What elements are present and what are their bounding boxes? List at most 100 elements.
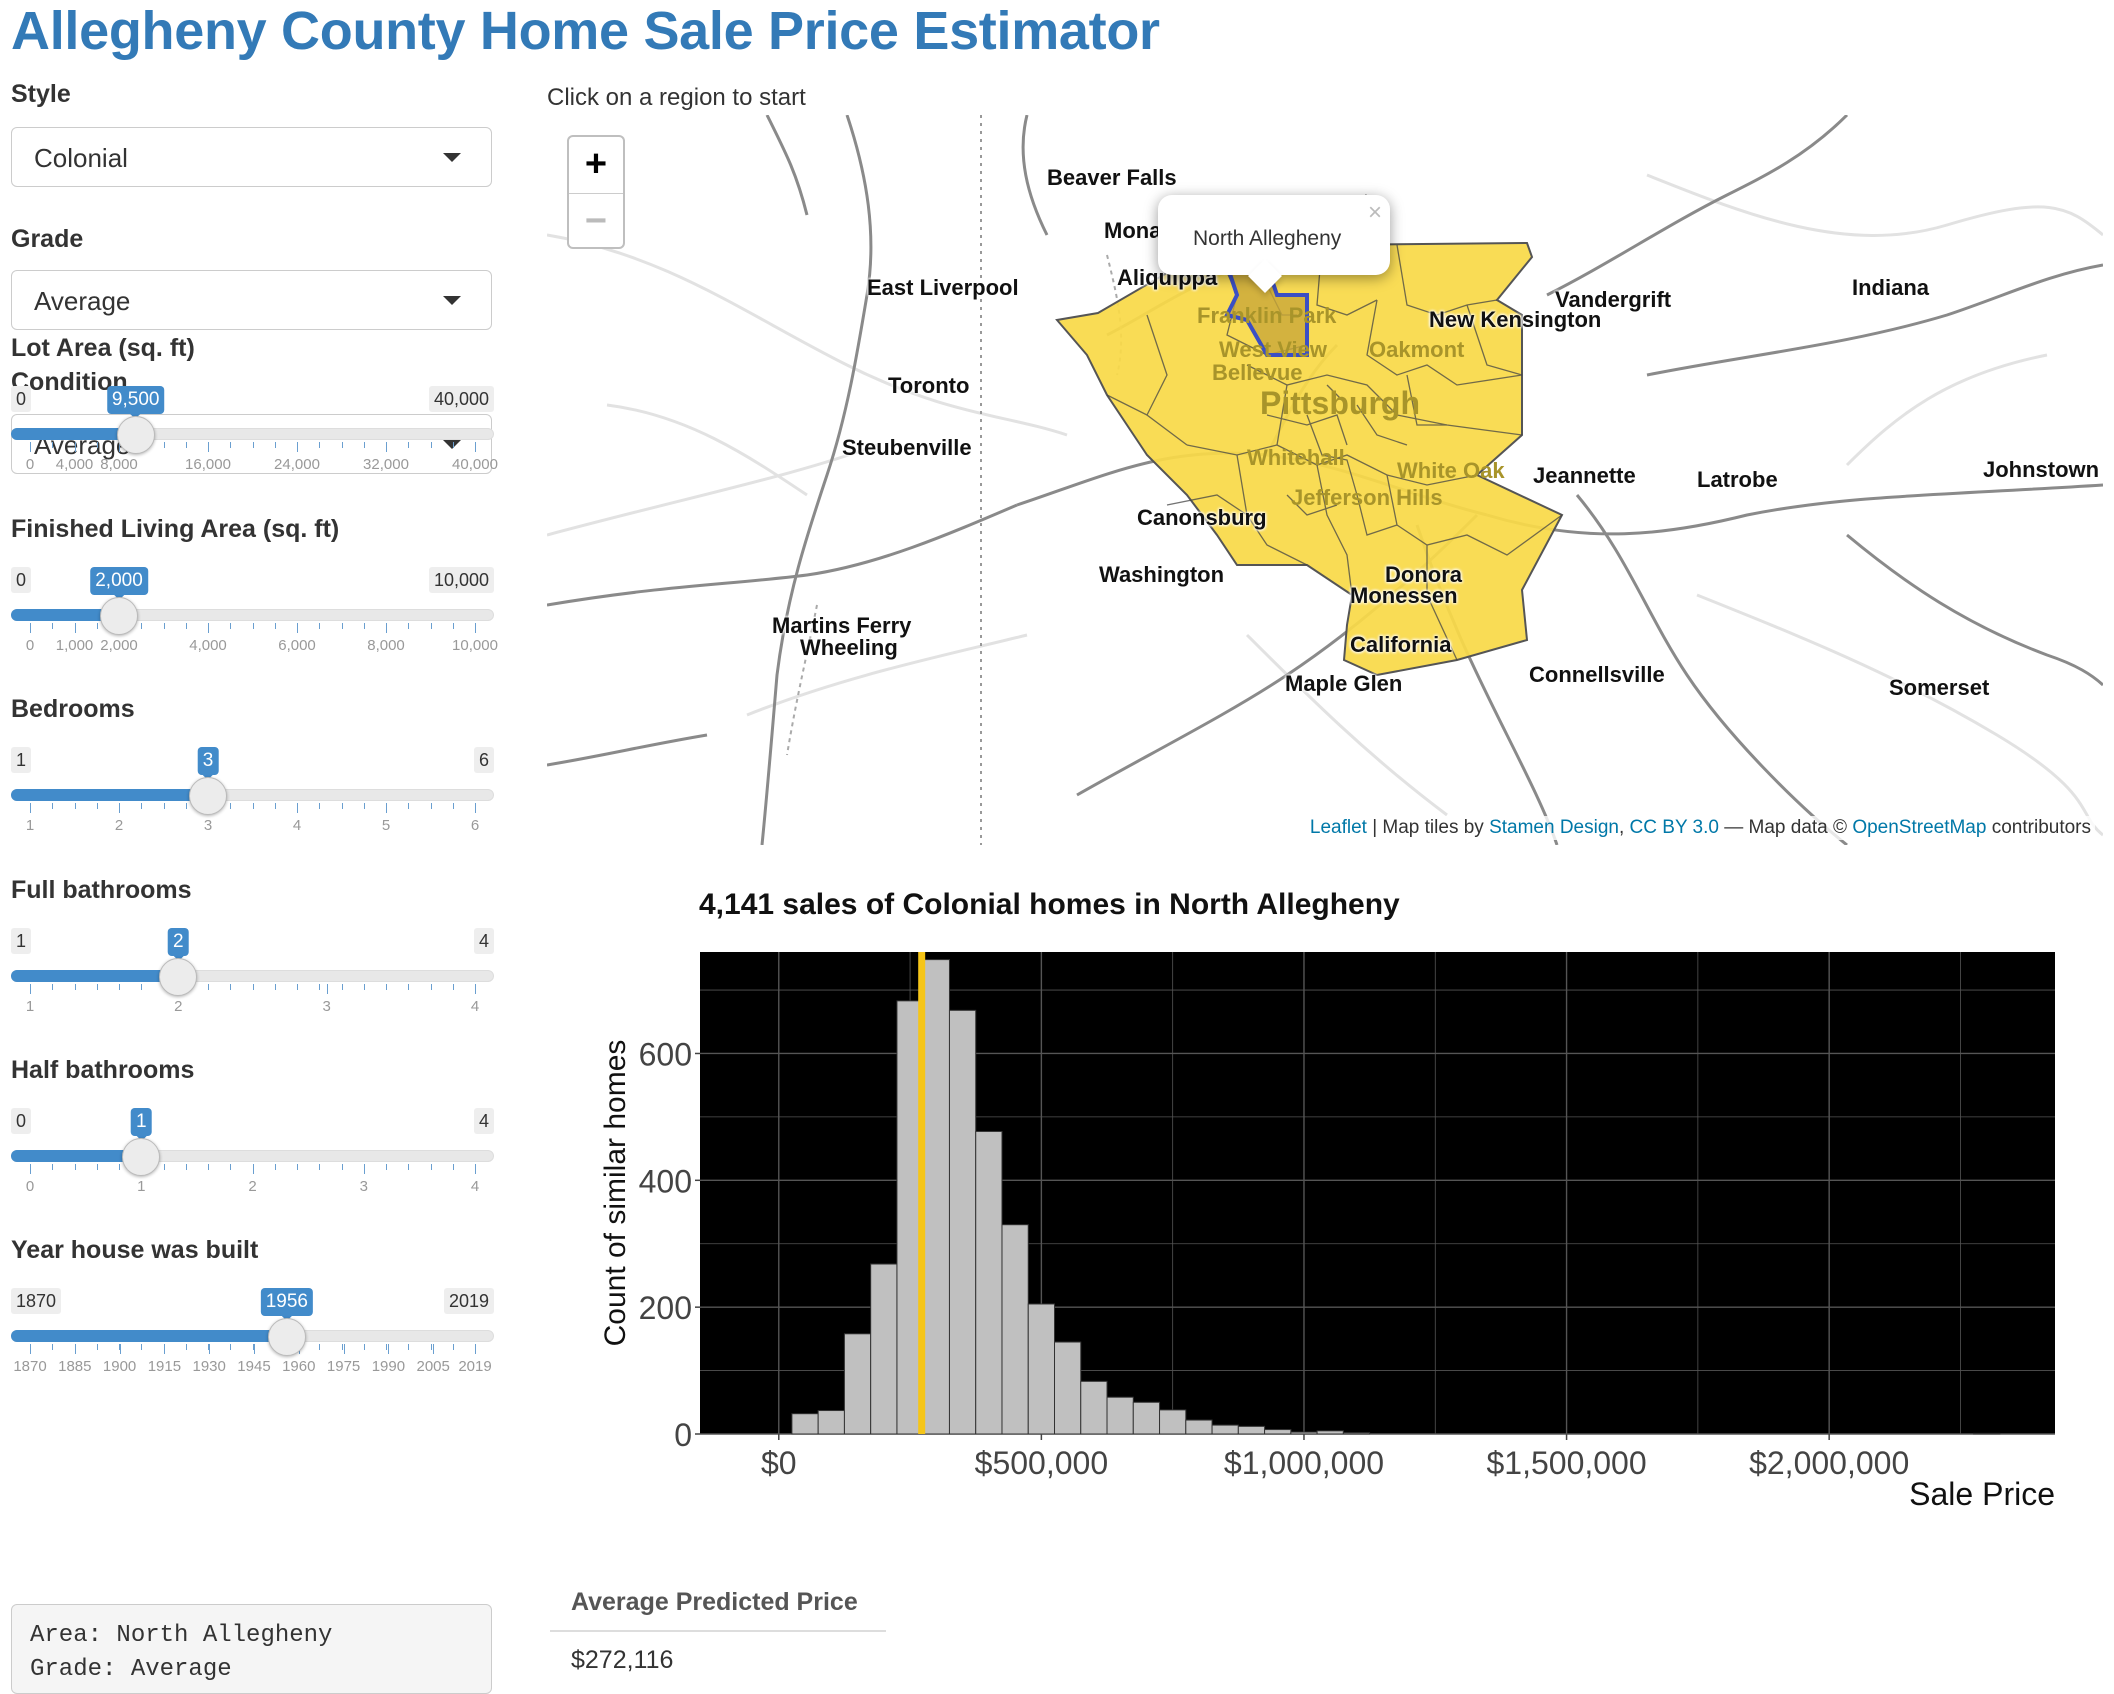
slider-minor-tick [297, 803, 298, 809]
slider-minor-tick [386, 442, 387, 448]
map-highway [765, 115, 809, 216]
close-icon[interactable]: × [1367, 199, 1382, 226]
predicted-price-value: $272,116 [571, 1646, 674, 1674]
slider-minor-tick [475, 442, 476, 448]
map-city-label: Washington [1099, 562, 1225, 587]
chevron-down-icon [443, 440, 461, 449]
slider-minor-tick [363, 1344, 365, 1350]
map-city-label: New Kensington [1429, 307, 1602, 332]
slider-minor-tick [119, 1344, 120, 1350]
slider-tick [253, 1344, 255, 1354]
slider-fill [11, 609, 119, 621]
map-region-label: West View [1219, 337, 1328, 362]
slider-handle[interactable] [100, 597, 138, 635]
slider-handle[interactable] [267, 1318, 306, 1356]
slider-max-label: 10,000 [428, 567, 494, 593]
histogram-bar [922, 959, 950, 1435]
slider-handle[interactable] [189, 777, 227, 815]
attrib-text-1: | Map tiles by [1366, 817, 1490, 838]
slider-handle[interactable] [116, 416, 155, 454]
slider-minor-tick [96, 803, 98, 809]
slider-value-bubble: 2,000 [90, 567, 148, 600]
x-axis-title: Sale Price [1909, 1476, 2055, 1512]
slider-lot[interactable]: 0 40,000 9,500 0 4,000 8,000 16,000 24,000 32,00… [11, 386, 498, 486]
slider-minor-tick [452, 803, 454, 809]
histogram-bar [1973, 1432, 2001, 1435]
slider-tick-label: 6,000 [278, 637, 316, 654]
slider-minor-tick [341, 803, 343, 809]
chevron-down-icon [443, 153, 461, 162]
slider-minor-tick [452, 1344, 454, 1350]
slider-tick-label: 4,000 [189, 637, 227, 654]
slider-minor-tick [297, 442, 298, 448]
y-axis-title: Count of similar homes [599, 1040, 632, 1347]
slider-minor-tick [408, 623, 410, 629]
slider-minor-tick [252, 623, 254, 629]
license-link[interactable]: CC BY 3.0 [1629, 817, 1719, 838]
slider-minor-tick [452, 442, 454, 448]
slider-living[interactable]: 0 10,000 2,000 0 1,000 2,000 4,000 6,000 8,000 10… [11, 567, 498, 667]
slider-label-year: Year house was built [11, 1236, 259, 1264]
slider-tick-label: 3 [203, 817, 213, 834]
slider-minor-tick [475, 803, 476, 809]
slider-tick-label: 1 [137, 1178, 146, 1195]
region-popup: North Allegheny × [1158, 195, 1390, 293]
slider-bed[interactable]: 1 6 3 1 2 3 4 5 6 [11, 747, 494, 847]
region-map[interactable]: Beaver Falls Monaca Aliquippa East Liverpoo… [547, 115, 2103, 845]
y-tick-label: 0 [674, 1417, 692, 1453]
slider-minor-tick [52, 623, 54, 629]
slider-minor-tick [163, 623, 165, 629]
slider-year[interactable]: 1870 2019 1956 1870 1885 1900 1915 1930 1945 1960… [11, 1288, 494, 1388]
slider-minor-tick [163, 1344, 165, 1350]
slider-minor-tick [252, 1344, 254, 1350]
map-region-label: Jefferson Hills [1291, 485, 1443, 510]
slider-minor-tick [252, 984, 254, 990]
leaflet-link[interactable]: Leaflet [1309, 817, 1367, 838]
grade-label: Grade [11, 225, 84, 253]
slider-minor-tick [430, 984, 432, 990]
slider-max-label: 6 [473, 747, 494, 773]
map-city-label: Vandergrift [1555, 287, 1672, 312]
slider-minor-tick [230, 803, 232, 809]
slider-tick-label: 1960 [282, 1358, 316, 1375]
stamen-link[interactable]: Stamen Design [1489, 817, 1619, 838]
slider-min-label: 0 [11, 1108, 32, 1134]
map-highway [1546, 115, 1849, 297]
slider-tick-label: 0 [25, 1178, 35, 1195]
slider-fullbath[interactable]: 1 4 2 1 2 3 4 [11, 928, 494, 1028]
slider-handle[interactable] [159, 958, 198, 996]
slider-handle[interactable] [122, 1138, 161, 1176]
slider-minor-tick [208, 984, 209, 990]
osm-link[interactable]: OpenStreetMap [1852, 817, 1987, 838]
zoom-in-button[interactable]: + [584, 143, 608, 185]
slider-minor-tick [386, 1344, 387, 1350]
slider-minor-tick [252, 1164, 254, 1170]
slider-tick-label: 4 [470, 998, 480, 1015]
map-highway [1646, 263, 2103, 377]
slider-minor-tick [319, 623, 321, 629]
slider-minor-tick [475, 1164, 476, 1170]
zoom-out-button[interactable]: − [569, 193, 623, 249]
slider-tick-label: 2 [174, 998, 183, 1015]
slider-minor-tick [319, 803, 321, 809]
slider-minor-tick [341, 442, 343, 448]
summary-output: Area: North Allegheny Grade: Average [11, 1604, 492, 1694]
slider-halfbath[interactable]: 0 4 1 0 1 2 3 4 [11, 1108, 494, 1208]
map-road [1245, 633, 1448, 817]
map-city-label: Somerset [1889, 675, 1990, 700]
histogram-bar [1185, 1419, 1213, 1435]
grade-select[interactable]: Average [11, 270, 492, 330]
slider-minor-tick [96, 1164, 98, 1170]
style-value: Colonial [34, 143, 128, 173]
style-select[interactable]: Colonial [11, 127, 492, 187]
chevron-down-icon [443, 296, 461, 305]
summary-line-grade: Grade: Average [30, 1656, 232, 1683]
histogram-bar [1211, 1424, 1239, 1435]
map-region-label: White Oak [1397, 458, 1505, 483]
slider-minor-tick [52, 442, 54, 448]
slider-minor-tick [363, 803, 365, 809]
histogram-bar [1132, 1401, 1161, 1435]
slider-value-bubble: 3 [197, 747, 219, 780]
map-city-label: Beaver Falls [1047, 165, 1177, 190]
slider-tick-label: 1945 [237, 1358, 271, 1375]
